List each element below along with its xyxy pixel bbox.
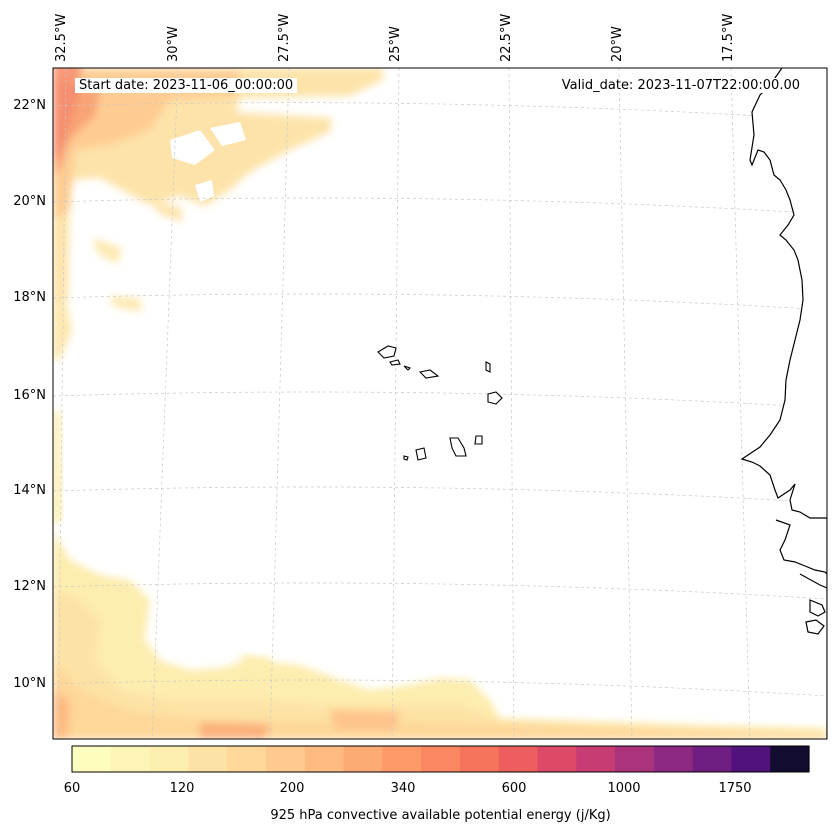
colorbar-segment — [498, 746, 539, 772]
lat-tick-label: 20°N — [13, 194, 46, 209]
cape-field-south-edge — [240, 655, 272, 672]
cape-verde-islands — [377, 345, 503, 461]
colorbar-segment — [615, 746, 655, 772]
colorbar-tick-label: 340 — [390, 781, 416, 796]
cape-field-south — [53, 530, 827, 739]
lon-tick-label: 17.5°W — [721, 13, 736, 62]
colorbar-label: 925 hPa convective available potential e… — [270, 808, 611, 823]
lon-tick-label: 32.5°W — [54, 13, 69, 62]
cape-gaps — [170, 122, 246, 202]
lon-tick-label: 30°W — [166, 26, 181, 62]
island-brava — [403, 455, 409, 461]
colorbar-segment — [265, 746, 306, 772]
gridlines — [53, 68, 827, 739]
cape-field-northwest — [53, 68, 383, 360]
colorbar-segment — [653, 746, 694, 772]
colorbar-segment — [149, 746, 189, 772]
island-sao-nicolau — [418, 369, 440, 379]
cape-field-west-edge — [53, 410, 62, 525]
start-date-label: Start date: 2023-11-06_00:00:00 — [75, 78, 298, 93]
colorbar-frame — [71, 745, 810, 773]
map-frame — [52, 67, 828, 740]
lon-tick-label: 25°W — [388, 26, 403, 62]
colorbar-tick-label: 1000 — [607, 781, 641, 796]
island-santa-luzia — [403, 365, 412, 371]
island-santiago — [449, 437, 467, 457]
lon-tick-label: 20°W — [610, 26, 625, 62]
colorbar-segment — [110, 746, 151, 772]
colorbar-segment — [770, 746, 810, 772]
island-santo-antao — [377, 345, 397, 359]
island-sal — [485, 361, 491, 373]
colorbar-segment — [576, 746, 616, 772]
lon-tick-label: 27.5°W — [277, 13, 292, 62]
colorbar-tick-label: 120 — [169, 781, 195, 796]
island-maio — [474, 435, 483, 445]
colorbar-tick-label: 60 — [63, 781, 81, 796]
island-fogo — [415, 447, 427, 461]
colorbar-segment — [459, 746, 500, 772]
colorbar-segment — [227, 746, 267, 772]
colorbar-segment — [537, 746, 577, 772]
colorbar-tick-label: 1750 — [718, 781, 752, 796]
colorbar-segment — [304, 746, 345, 772]
colorbar-segment — [692, 746, 733, 772]
lat-tick-label: 12°N — [13, 579, 46, 594]
colorbar-tick-label: 200 — [279, 781, 305, 796]
coastline-africa — [740, 68, 827, 739]
colorbar-segment — [731, 746, 771, 772]
lat-tick-label: 18°N — [13, 290, 46, 305]
lat-tick-label: 14°N — [13, 483, 46, 498]
colorbar-segment — [382, 746, 422, 772]
lon-tick-label: 22.5°W — [499, 13, 514, 62]
lat-tick-label: 22°N — [13, 98, 46, 113]
colorbar-segment — [343, 746, 383, 772]
island-boa-vista — [487, 391, 503, 405]
valid-date-label: Valid_date: 2023-11-07T22:00:00.00 — [557, 78, 804, 93]
island-sao-vicente — [389, 359, 401, 366]
colorbar-segment — [72, 746, 112, 772]
colorbar-segment — [421, 746, 461, 772]
lat-tick-label: 16°N — [13, 388, 46, 403]
colorbar-tick-label: 600 — [501, 781, 527, 796]
lat-tick-label: 10°N — [13, 676, 46, 691]
colorbar-segment — [188, 746, 228, 772]
colorbar — [72, 746, 810, 772]
